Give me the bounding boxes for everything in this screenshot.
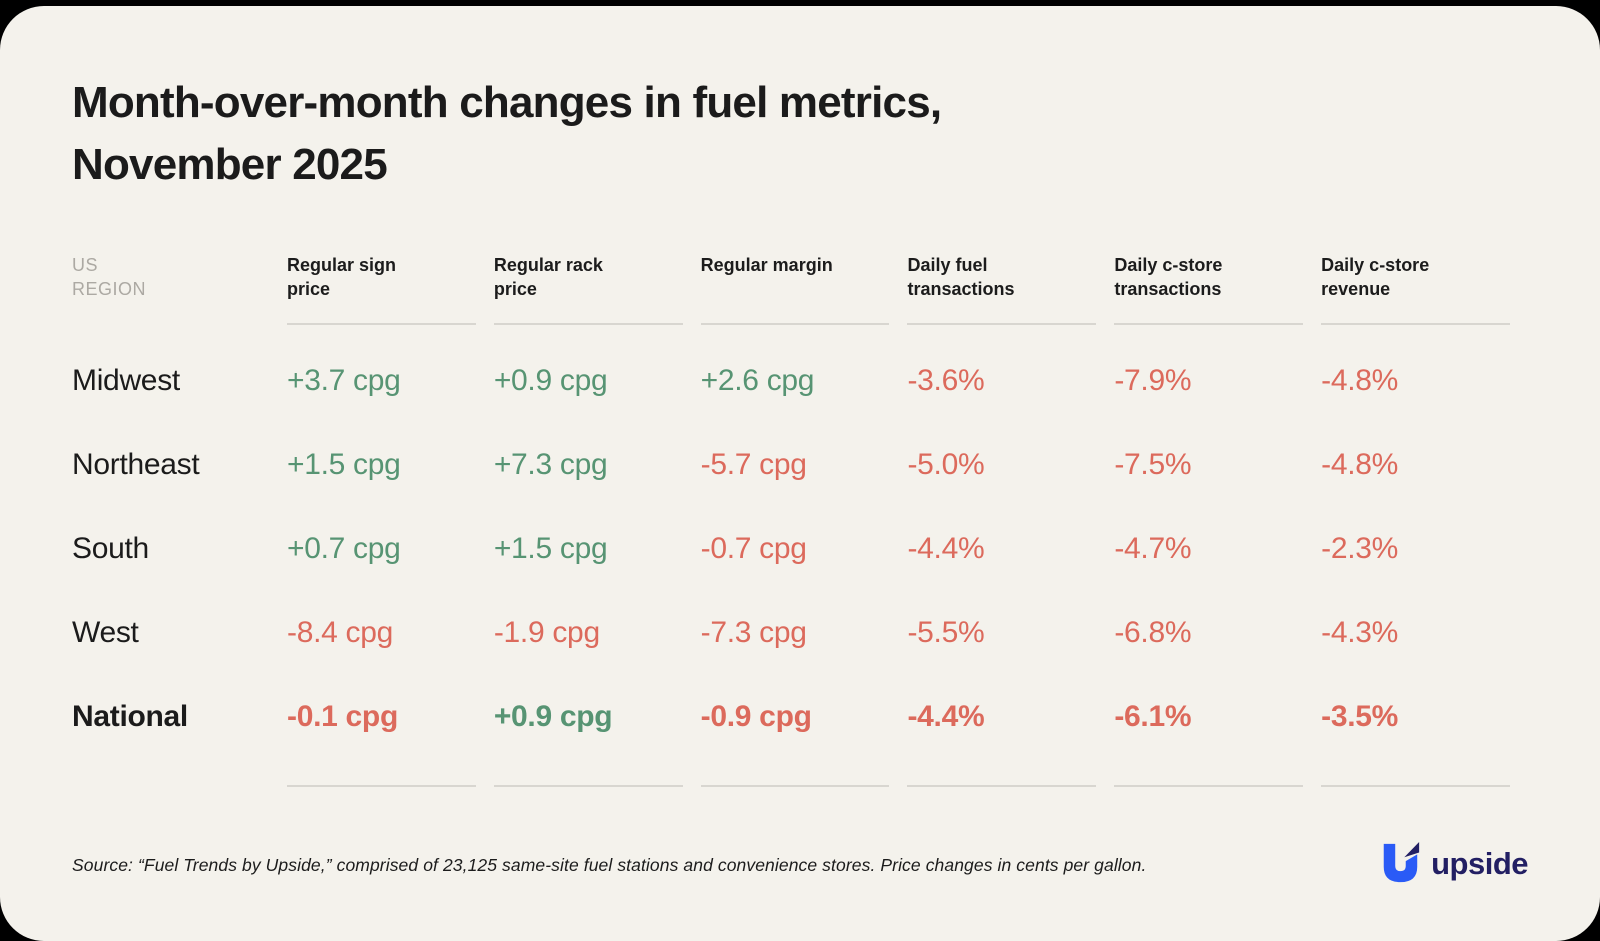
metric-value: +3.7 cpg	[287, 363, 401, 397]
metric-value: -3.5%	[1321, 699, 1399, 733]
header-divider	[700, 322, 908, 325]
upside-logo: upside	[1378, 841, 1528, 890]
footer-divider	[907, 759, 1114, 787]
metric-value: -4.8%	[1321, 363, 1399, 397]
region-label: Northeast	[72, 447, 200, 481]
metric-value: +0.9 cpg	[493, 363, 608, 397]
column-header-daily-cstore-revenue: Daily c-store revenue	[1321, 254, 1430, 300]
metric-value: +1.5 cpg	[493, 531, 608, 565]
metric-value: -8.4 cpg	[287, 615, 393, 649]
footer: Source: “Fuel Trends by Upside,” compris…	[72, 841, 1528, 890]
metric-value: -0.7 cpg	[700, 531, 807, 565]
region-label: South	[72, 531, 149, 565]
metric-value: -7.5%	[1114, 447, 1192, 481]
footer-divider	[700, 759, 908, 787]
column-header-daily-cstore-transactions: Daily c-store transactions	[1114, 254, 1223, 300]
footer-divider	[287, 759, 494, 787]
metric-value: -5.0%	[907, 447, 985, 481]
region-label: West	[72, 615, 139, 649]
page-title: Month-over-month changes in fuel metrics…	[72, 72, 1528, 197]
page-title-line1: Month-over-month changes in fuel metrics…	[72, 78, 942, 127]
source-note: Source: “Fuel Trends by Upside,” compris…	[72, 854, 1147, 875]
footer-divider	[1114, 759, 1321, 787]
column-header-daily-fuel-transactions: Daily fuel transactions	[907, 254, 1015, 300]
header-divider	[493, 322, 701, 325]
footer-divider	[493, 759, 701, 787]
metric-value: -3.6%	[907, 363, 985, 397]
region-label: National	[72, 699, 188, 733]
region-label: Midwest	[72, 363, 180, 397]
metric-value: -0.9 cpg	[700, 699, 812, 733]
divider-spacer	[72, 759, 287, 787]
metric-value: -0.1 cpg	[287, 699, 398, 733]
metric-value: -6.8%	[1114, 615, 1192, 649]
region-column-header: US REGION	[72, 254, 147, 300]
column-header-regular-rack-price: Regular rack price	[493, 254, 603, 300]
column-header-regular-sign-price: Regular sign price	[287, 254, 397, 300]
metric-value: +2.6 cpg	[700, 363, 815, 397]
metric-value: +7.3 cpg	[493, 447, 608, 481]
metric-value: -4.4%	[907, 531, 985, 565]
metric-value: -4.7%	[1114, 531, 1192, 565]
metric-value: +0.9 cpg	[493, 699, 613, 733]
header-divider	[1114, 322, 1321, 325]
footer-divider	[1321, 759, 1528, 787]
table-spacer	[72, 325, 1528, 339]
page-title-line2: November 2025	[72, 140, 388, 190]
column-header-regular-margin: Regular margin	[700, 254, 833, 275]
upside-logo-icon	[1378, 841, 1422, 890]
fuel-metrics-table: US REGION Regular sign price Regular rac…	[72, 249, 1528, 787]
header-divider	[907, 322, 1114, 325]
infographic-card: Month-over-month changes in fuel metrics…	[0, 6, 1600, 941]
upside-logo-text: upside	[1431, 845, 1528, 881]
header-divider	[1321, 322, 1528, 325]
metric-value: +0.7 cpg	[287, 531, 401, 565]
metric-value: -4.4%	[907, 699, 985, 733]
metric-value: -2.3%	[1321, 531, 1399, 565]
header-divider	[287, 322, 494, 325]
metric-value: -6.1%	[1114, 699, 1192, 733]
metric-value: -7.3 cpg	[700, 615, 807, 649]
metric-value: -5.7 cpg	[700, 447, 807, 481]
metric-value: +1.5 cpg	[287, 447, 401, 481]
metric-value: -5.5%	[907, 615, 985, 649]
metric-value: -7.9%	[1114, 363, 1192, 397]
metric-value: -4.8%	[1321, 447, 1399, 481]
metric-value: -4.3%	[1321, 615, 1399, 649]
metric-value: -1.9 cpg	[493, 615, 600, 649]
